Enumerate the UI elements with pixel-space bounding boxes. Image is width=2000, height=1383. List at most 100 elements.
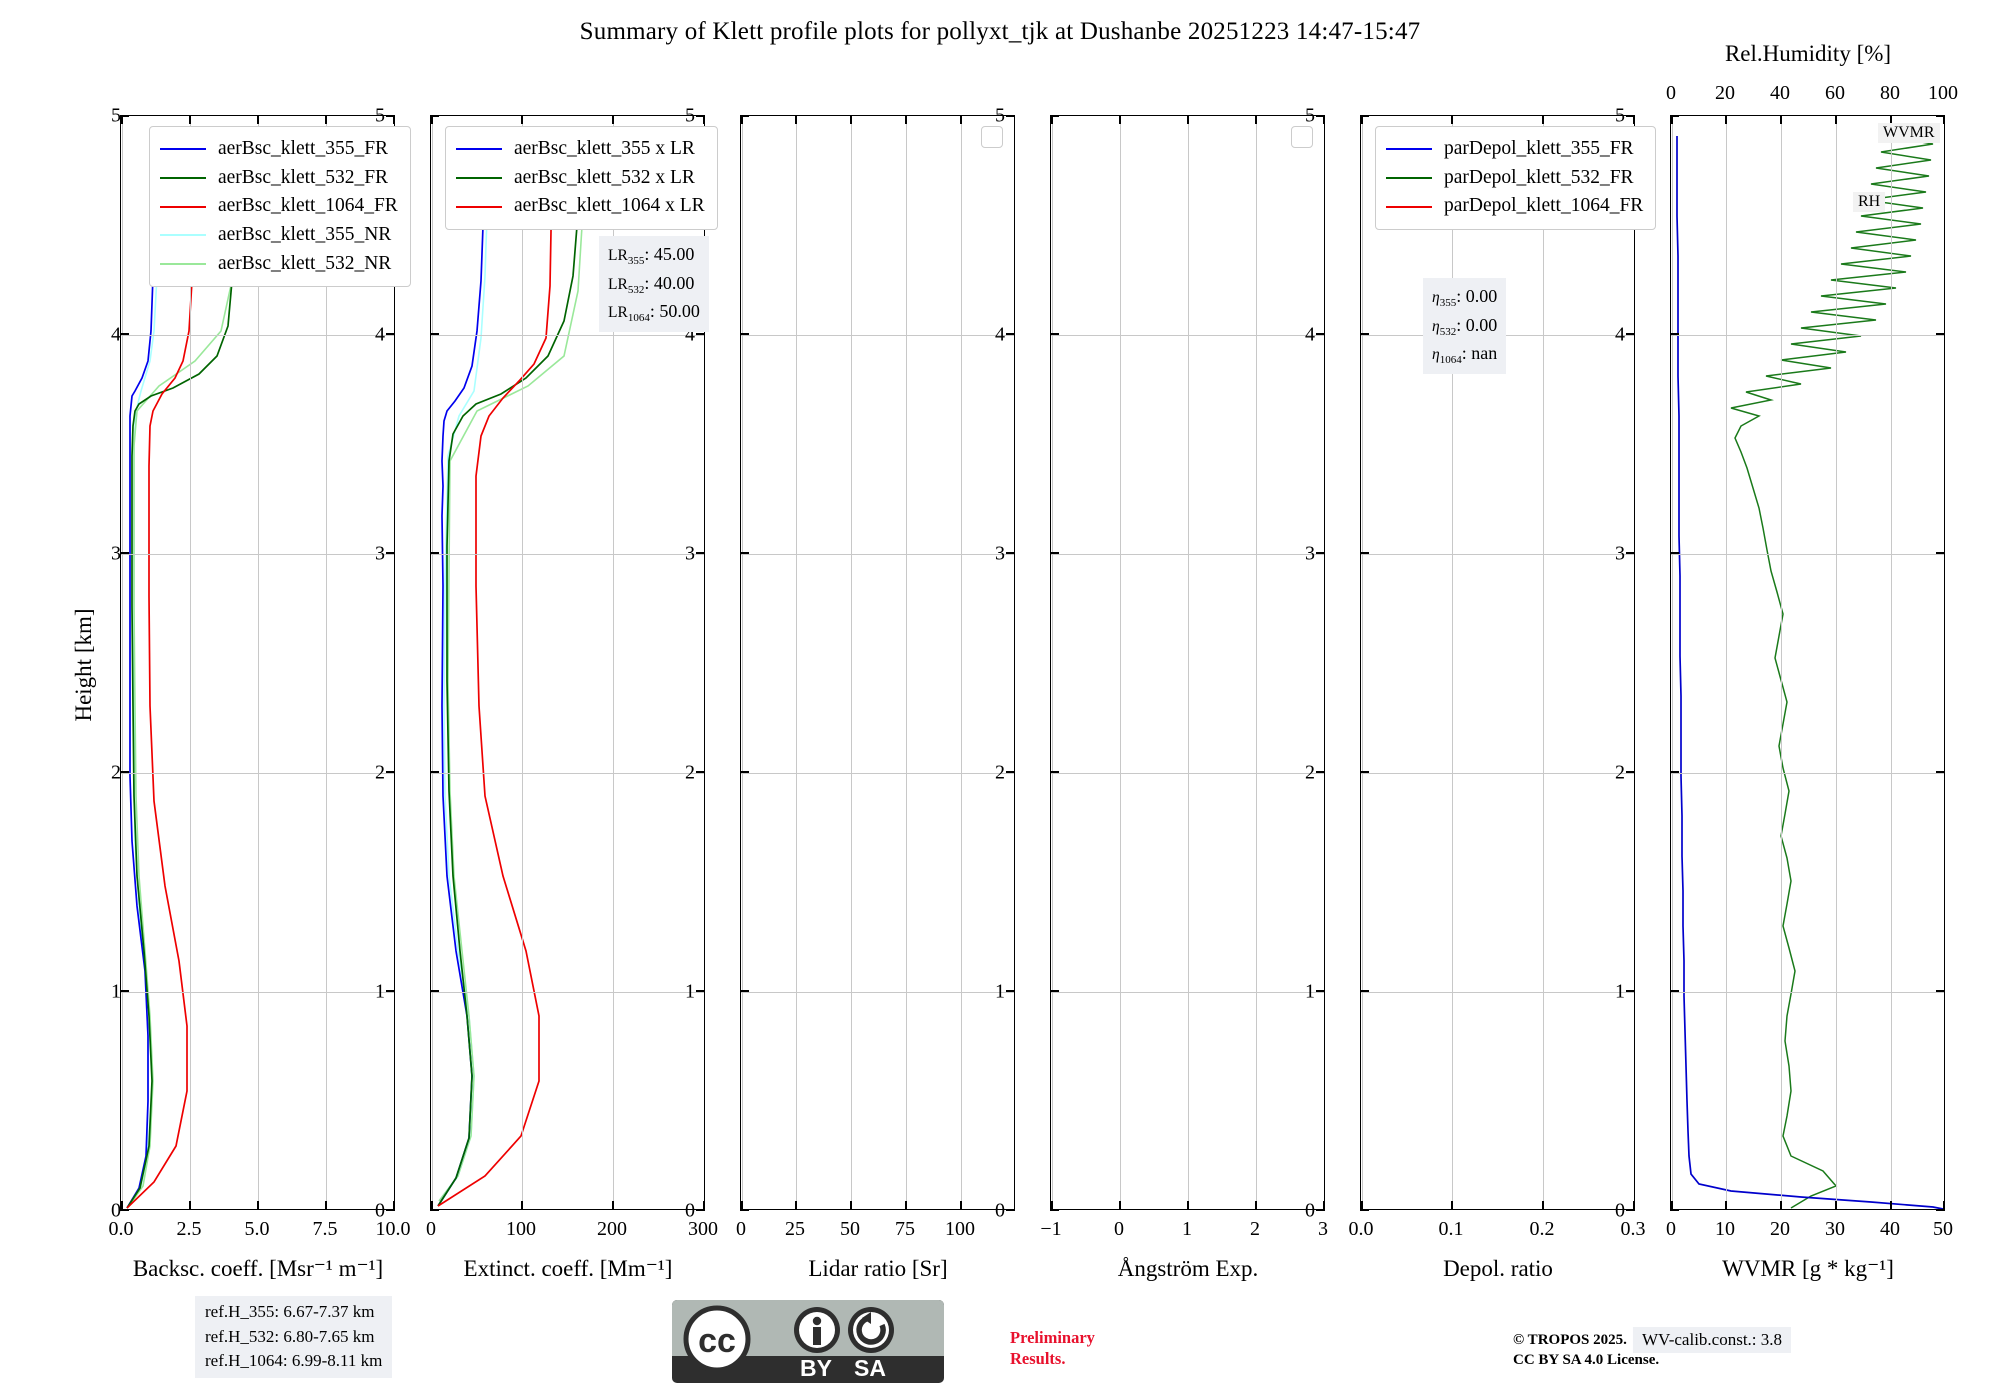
legend-item[interactable]: aerBsc_klett_532_FR: [160, 164, 398, 193]
eta-532-label: η: [1432, 317, 1440, 335]
x-tick-3: 300: [688, 1218, 718, 1240]
y-tick-4: 4: [995, 323, 1005, 346]
legend-depol[interactable]: parDepol_klett_355_FR parDepol_klett_532…: [1375, 126, 1657, 230]
y-tick-3: 3: [375, 542, 385, 565]
legend-item[interactable]: aerBsc_klett_1064_FR: [160, 192, 398, 221]
eta-532-value: : 0.00: [1456, 314, 1498, 335]
lidar-ratio-info-box: LR355: 45.00 LR532: 40.00 LR1064: 50.00: [599, 236, 709, 332]
lr-1064-sub: 1064: [627, 312, 650, 325]
legend-label: aerBsc_klett_355 x LR: [514, 138, 695, 159]
x-tick-2: 20: [1770, 1218, 1790, 1240]
legend-backscatter[interactable]: aerBsc_klett_355_FR aerBsc_klett_532_FR …: [149, 126, 411, 288]
legend-label: aerBsc_klett_355_FR: [218, 138, 389, 159]
y-tick-3: 3: [995, 542, 1005, 565]
x-axis-title-wvmr: WVMR [g * kg⁻¹]: [1722, 1256, 1894, 1281]
legend-item[interactable]: aerBsc_klett_1064 x LR: [456, 192, 705, 221]
lr-1064-row: LR1064: 50.00: [608, 298, 700, 327]
plot-area-lidar-ratio: [741, 116, 1014, 1209]
x-tick-1: 100: [506, 1218, 536, 1240]
x-tick-2: 50: [840, 1218, 860, 1240]
y-tick-0: 0: [1615, 1199, 1625, 1222]
eta-532-sub: 532: [1439, 325, 1457, 338]
x-tick-4: 40: [1880, 1218, 1900, 1240]
panel-extinction: 0 1 2 3 4 5 0 100 200 300 Extinct. coeff…: [375, 105, 718, 1282]
legend-swatch-532-icon: [1386, 176, 1432, 179]
cc-license-logo: cc BY SA: [672, 1300, 944, 1383]
x-tick-0: 0: [1666, 1218, 1676, 1240]
legend-label: aerBsc_klett_1064 x LR: [514, 195, 705, 217]
lr-1064-label: LR: [608, 304, 628, 322]
legend-lidar-ratio-empty[interactable]: [981, 126, 1003, 148]
legend-label: aerBsc_klett_355_NR: [218, 223, 392, 245]
ref-h-532: ref.H_532: 6.80-7.65 km: [205, 1326, 375, 1346]
lr-355-row: LR355: 45.00: [608, 241, 700, 270]
eta-1064-value: : nan: [1461, 343, 1498, 364]
x-tick-4: 100: [945, 1218, 975, 1240]
ref-h-355: ref.H_355: 6.67-7.37 km: [205, 1302, 375, 1321]
legend-item[interactable]: aerBsc_klett_355_FR: [160, 135, 398, 164]
y-axis-title: Height [km]: [71, 608, 96, 722]
panel-lidar-ratio: 0 1 2 3 4 5 0 25 50 75 100 Lidar ratio […: [685, 105, 1015, 1281]
legend-item[interactable]: aerBsc_klett_532_NR: [160, 250, 398, 279]
x-tick-3: 75: [895, 1218, 915, 1240]
eta-info-box: η355: 0.00 η532: 0.00 η1064: nan: [1423, 278, 1507, 374]
y-tick-2: 2: [375, 761, 385, 784]
legend-item[interactable]: parDepol_klett_1064_FR: [1386, 192, 1643, 221]
plot-area-extinction: [431, 116, 704, 1209]
y-tick-4: 4: [685, 323, 695, 346]
lr-355-value: : 45.00: [644, 244, 695, 264]
legend-item[interactable]: aerBsc_klett_532 x LR: [456, 164, 705, 193]
y-tick-2: 2: [1615, 761, 1625, 784]
x-tick-1: 0.1: [1438, 1218, 1464, 1240]
legend-swatch-1064-icon: [456, 205, 502, 208]
x-tick-2: 0.2: [1529, 1218, 1555, 1240]
y-tick-5: 5: [375, 104, 385, 127]
reference-height-box: ref.H_355: 6.67-7.37 km ref.H_532: 6.80-…: [195, 1296, 393, 1378]
wv-calib-const-box: WV-calib.const.: 3.8: [1632, 1327, 1792, 1353]
plot-area-backscatter: [121, 116, 394, 1209]
legend-label: aerBsc_klett_532 x LR: [514, 166, 695, 188]
legend-angstrom-empty[interactable]: [1291, 126, 1313, 148]
legend-label: aerBsc_klett_532_NR: [218, 252, 392, 274]
lr-355-label: LR: [608, 247, 628, 264]
panel-wvmr-rh: 0 1 2 3 4 5 0 10 20 30 40 50 WVMR [g * k…: [1615, 41, 1958, 1281]
y-tick-2: 2: [111, 761, 121, 784]
y-tick-4: 4: [1305, 323, 1315, 346]
y-tick-1: 1: [111, 980, 121, 1003]
legend-extinction[interactable]: aerBsc_klett_355 x LR aerBsc_klett_532 x…: [445, 126, 718, 230]
y-tick-1: 1: [1615, 980, 1625, 1003]
y-tick-1: 1: [1305, 980, 1315, 1003]
panel-depol-ratio: 0 1 2 3 4 5 0.0 0.1 0.2 0.3 Depol. ratio…: [1305, 105, 1657, 1281]
lr-532-row: LR532: 40.00: [608, 270, 700, 299]
y-tick-0: 0: [685, 1199, 695, 1222]
copyright-line-1: © TROPOS 2025.: [1513, 1332, 1627, 1348]
legend-item[interactable]: parDepol_klett_355_FR: [1386, 135, 1643, 164]
x-tick-3: 7.5: [312, 1218, 338, 1240]
y-tick-4: 4: [1615, 323, 1625, 346]
x-tick-top-2: 40: [1770, 82, 1790, 104]
eta-355-label: η: [1432, 289, 1440, 306]
plot-area-angstrom: [1051, 116, 1324, 1209]
x-tick-1: 2.5: [176, 1218, 202, 1240]
y-tick-2: 2: [685, 761, 695, 784]
legend-item[interactable]: aerBsc_klett_355_NR: [160, 221, 398, 250]
eta-1064-label: η: [1432, 346, 1440, 364]
copyright-line-2: CC BY SA 4.0 License.: [1513, 1352, 1660, 1369]
x-tick-4: 10.0: [375, 1218, 411, 1240]
legend-swatch-532fr-icon: [160, 176, 206, 179]
y-tick-2: 2: [995, 761, 1005, 784]
y-tick-3: 3: [111, 542, 121, 565]
legend-label: parDepol_klett_532_FR: [1444, 166, 1634, 188]
legend-item[interactable]: parDepol_klett_532_FR: [1386, 164, 1643, 193]
x-tick-0: 0.0: [108, 1218, 134, 1240]
lr-532-sub: 532: [627, 283, 645, 296]
legend-item[interactable]: aerBsc_klett_355 x LR: [456, 135, 705, 164]
eta-355-value: : 0.00: [1456, 286, 1498, 306]
wvmr-rh-curves: [1676, 129, 1944, 1209]
eta-532-row: η532: 0.00: [1432, 312, 1497, 341]
eta-355-row: η355: 0.00: [1432, 283, 1497, 312]
y-tick-5: 5: [685, 104, 695, 127]
x-axis-title-backscatter: Backsc. coeff. [Msr⁻¹ m⁻¹]: [132, 1256, 384, 1281]
legend-swatch-532nr-icon: [160, 262, 206, 265]
y-tick-1: 1: [375, 980, 385, 1003]
